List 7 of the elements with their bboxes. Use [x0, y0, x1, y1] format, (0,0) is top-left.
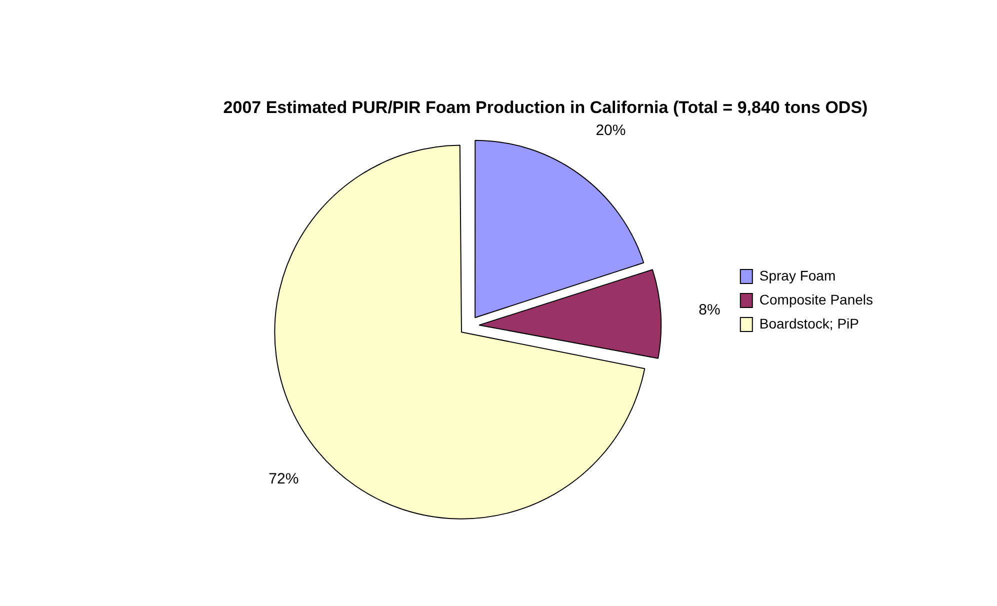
- data-label: 8%: [698, 302, 720, 319]
- data-label: 20%: [596, 122, 626, 140]
- legend-label: Spray Foam: [759, 267, 836, 284]
- data-label: 72%: [268, 470, 299, 488]
- legend-label: Boardstock; PiP: [759, 315, 859, 332]
- chart-title: 2007 Estimated PUR/PIR Foam Production in California (Total = 9,840 tons ODS): [223, 98, 868, 117]
- legend-label: Composite Panels: [759, 291, 874, 308]
